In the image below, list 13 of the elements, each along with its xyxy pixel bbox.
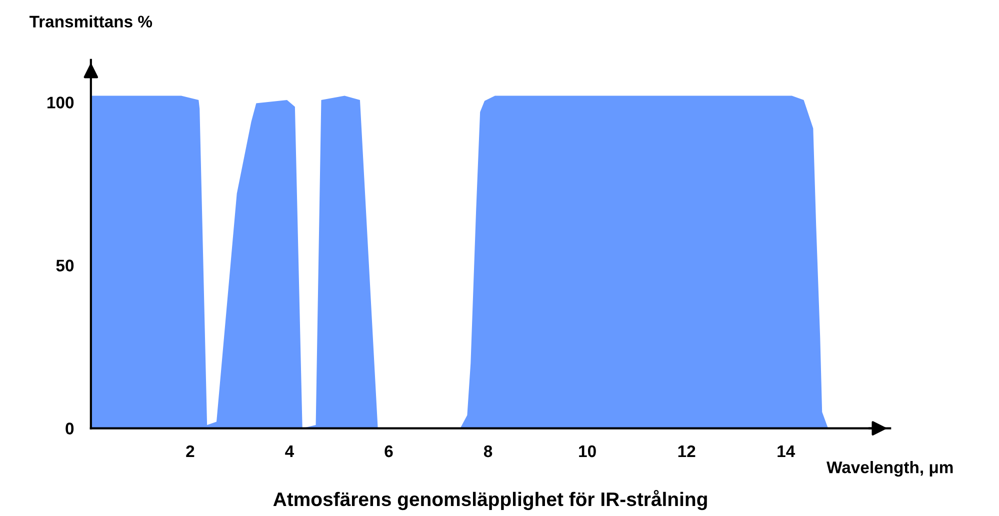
x-tick-label: 14	[778, 446, 796, 458]
x-tick-label: 6	[384, 445, 393, 458]
x-tick-label: 2	[186, 445, 194, 458]
x-axis-title: Wavelength, μm	[826, 461, 953, 477]
y-tick-label: 100	[47, 96, 74, 108]
x-tick-label: 12	[678, 445, 696, 458]
x-tick-label: 4	[285, 446, 294, 458]
x-tick-label: 8	[484, 445, 492, 458]
y-axis-title: Transmittans %	[30, 15, 152, 28]
y-tick-label: 50	[56, 260, 74, 272]
x-tick-label: 10	[579, 445, 596, 458]
text: Atmosfärens genomsläpplighet för IR-strålning	[273, 490, 707, 510]
y-tick-label: 0	[66, 422, 74, 434]
